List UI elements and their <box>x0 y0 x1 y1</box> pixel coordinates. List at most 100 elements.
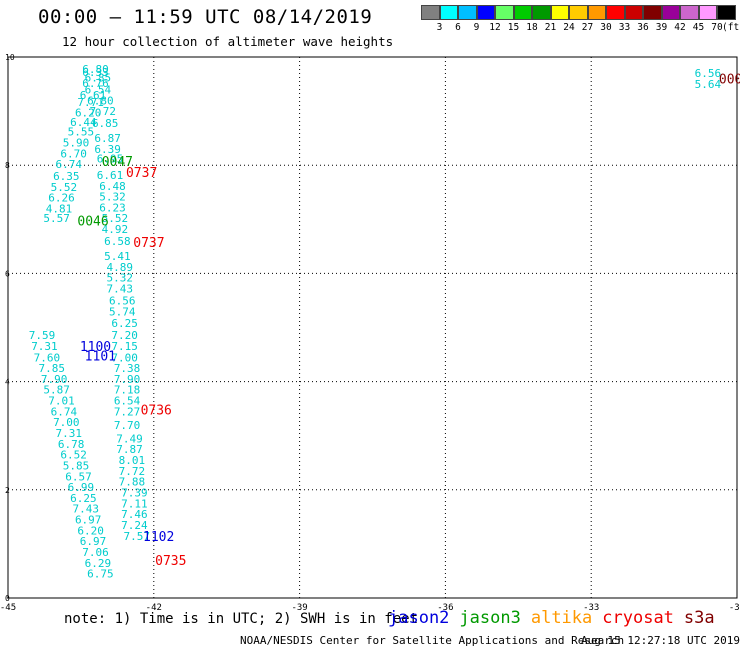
colorbar-swatch <box>587 5 606 20</box>
wave-height-label: 6.75 <box>87 568 114 581</box>
wave-height-label: 7.72 <box>90 105 117 118</box>
wave-height-label: 5.57 <box>43 212 70 225</box>
wave-height-label: 6.20 <box>77 524 104 537</box>
wave-height-label: 7.38 <box>114 362 141 375</box>
colorbar-swatch <box>698 5 717 20</box>
colorbar-label: 15 <box>507 22 520 33</box>
wave-height-label: 7.00 <box>53 416 80 429</box>
wave-height-label: 6.78 <box>58 438 85 451</box>
x-tick-label: -45 <box>0 603 16 613</box>
wave-height-label: 4.89 <box>107 261 134 274</box>
wave-height-label: 6.74 <box>56 158 83 171</box>
wave-height-label: 6.95 <box>97 153 124 166</box>
colorbar-label: 12 <box>489 22 501 33</box>
colorbar-swatch <box>680 5 699 20</box>
page-subtitle: 12 hour collection of altimeter wave hei… <box>62 34 394 49</box>
wave-height-label: 6.58 <box>104 235 131 248</box>
colorbar-label: 42 <box>674 22 686 33</box>
satellite-legend: jason2 jason3 altika cryosat s3a <box>388 608 725 628</box>
wave-height-label: 7.46 <box>121 508 148 521</box>
wave-height-label: 6.80 <box>82 63 109 76</box>
colorbar-label: 18 <box>526 22 538 33</box>
legend-s3a: s3a <box>683 608 715 628</box>
wave-height-label: 5.55 <box>68 126 95 139</box>
x-tick-label: -33 <box>583 603 599 613</box>
wave-height-label: 7.87 <box>116 443 143 456</box>
colorbar-label: 27 <box>581 22 594 33</box>
colorbar-swatch <box>606 5 625 20</box>
legend-cryosat: cryosat <box>602 608 674 628</box>
wave-height-label: 5.52 <box>102 212 129 225</box>
x-tick-label: -39 <box>291 603 307 613</box>
wave-height-label: 6.74 <box>51 405 78 418</box>
time-label: 0736 <box>141 404 172 419</box>
time-label: 1100 <box>80 340 111 355</box>
time-label: 0000 <box>719 73 740 88</box>
wave-height-label: 7.00 <box>111 351 138 364</box>
colorbar-swatch <box>458 5 477 20</box>
y-tick-label: 2 <box>5 486 10 495</box>
colorbar-label: 6 <box>455 22 461 33</box>
footer-timestamp: Aug 15 12:27:18 UTC 2019 <box>581 634 740 647</box>
wave-height-label: 7.20 <box>111 329 138 342</box>
wave-height-label: 7.31 <box>56 427 83 440</box>
footer-center: NOAA/NESDIS Center for Satellite Applica… <box>240 634 625 647</box>
colorbar-swatch <box>495 5 514 20</box>
legend-jason3: jason3 <box>459 608 521 628</box>
wave-height-label: 5.32 <box>107 272 134 285</box>
colorbar-swatch <box>569 5 588 20</box>
wave-height-label: 7.18 <box>114 384 141 397</box>
wave-height-label: 5.87 <box>43 384 70 397</box>
colorbar-label: 3 <box>436 22 443 33</box>
wave-height-label: 6.44 <box>70 116 97 129</box>
plot-frame <box>7 56 738 599</box>
colorbar-swatch <box>439 5 458 20</box>
colorbar-label: (ft) <box>722 22 740 33</box>
legend-jason2: jason2 <box>388 608 450 628</box>
colorbar-label: 9 <box>473 22 480 33</box>
colorbar-swatch <box>513 5 532 20</box>
wave-height-label: 6.48 <box>99 180 126 193</box>
wave-height-label: 7.11 <box>121 497 148 510</box>
time-label: 0737 <box>133 236 164 251</box>
wave-height-label: 6.85 <box>85 72 112 85</box>
wave-height-label: 7.49 <box>116 432 143 445</box>
wave-height-label: 7.71 <box>77 96 104 109</box>
x-tick-label: -42 <box>146 603 162 613</box>
y-tick-label: 8 <box>5 161 10 170</box>
y-tick-label: 6 <box>5 269 10 278</box>
wave-height-label: 6.33 <box>82 66 109 79</box>
wave-height-label: 6.29 <box>85 557 112 570</box>
wave-height-label: 6.52 <box>60 449 87 462</box>
colorbar-swatch <box>476 5 495 20</box>
colorbar-swatch <box>550 5 569 20</box>
wave-height-label: 6.61 <box>97 169 124 182</box>
wave-height-label: 6.56 <box>695 67 722 80</box>
wave-height-label: 7.90 <box>114 373 141 386</box>
time-label: 0047 <box>102 155 133 170</box>
wave-height-label: 6.26 <box>48 192 75 205</box>
wave-height-label: 7.70 <box>114 419 141 432</box>
wave-height-label: 6.85 <box>92 117 119 130</box>
wave-height-label: 6.54 <box>114 395 141 408</box>
y-tick-label: 4 <box>5 378 10 387</box>
wave-height-label: 4.92 <box>102 223 129 236</box>
colorbar-label: 45 <box>692 22 705 33</box>
x-tick-label: -36 <box>437 603 453 613</box>
colorbar <box>421 5 736 20</box>
wave-height-label: 5.32 <box>99 191 126 204</box>
wave-height-label: 6.35 <box>53 170 80 183</box>
wave-height-label: 6.80 <box>87 94 114 107</box>
wave-height-label: 6.97 <box>80 535 107 548</box>
wave-height-label: 6.57 <box>65 470 92 483</box>
colorbar-swatch <box>624 5 643 20</box>
colorbar-label: 24 <box>563 22 575 33</box>
wave-height-label: 6.25 <box>111 317 138 330</box>
wave-height-label: 5.52 <box>51 181 78 194</box>
colorbar-swatch <box>643 5 662 20</box>
wave-height-label: 7.60 <box>34 351 61 364</box>
wave-height-label: 7.90 <box>41 373 68 386</box>
wave-height-label: 7.31 <box>31 340 58 353</box>
